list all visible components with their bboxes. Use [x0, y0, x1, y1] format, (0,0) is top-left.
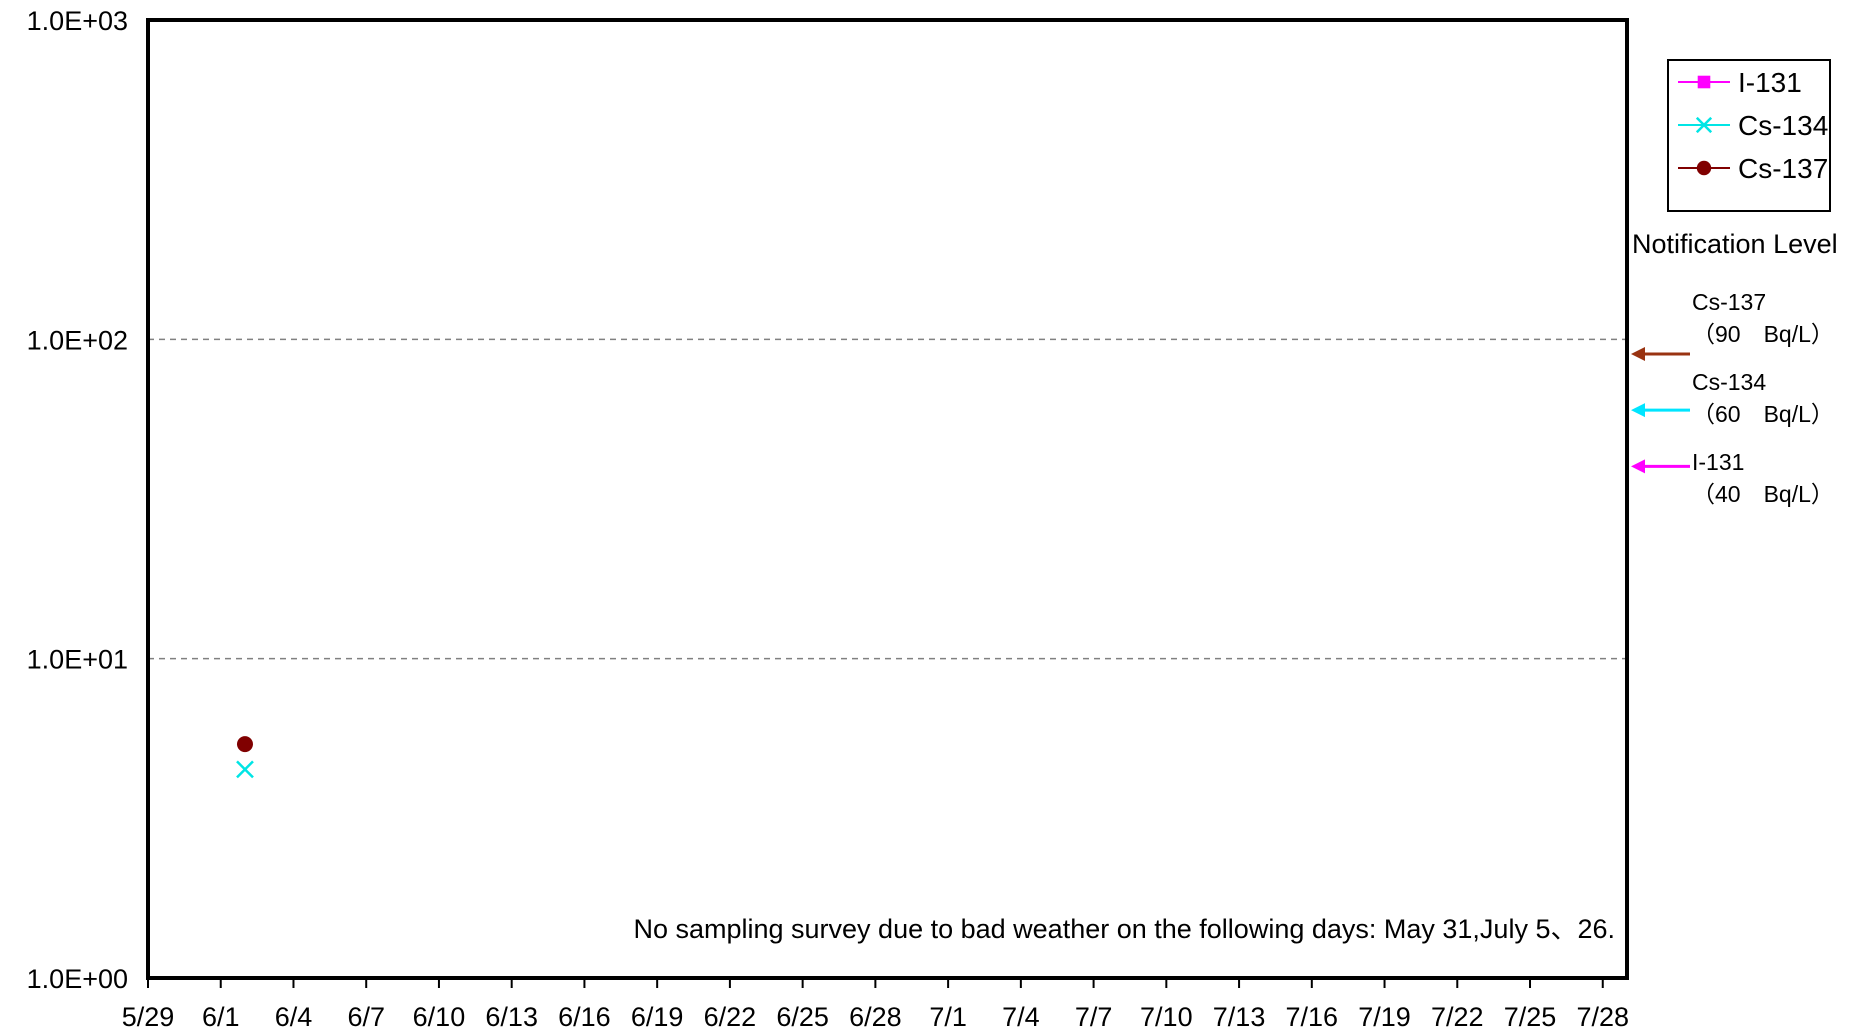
x-tick-label: 6/7: [347, 1002, 385, 1030]
marker-x: [1695, 116, 1713, 134]
notification-arrowhead: [1631, 403, 1645, 418]
legend-label: I-131: [1738, 67, 1802, 98]
y-axis-tick-labels: 1.0E+00 1.0E+01 1.0E+02 1.0E+03: [27, 6, 128, 994]
legend: I-131 Cs-134 Cs-137: [1667, 59, 1831, 212]
x-tick-label: 7/13: [1213, 1002, 1266, 1030]
x-tick-label: 6/16: [558, 1002, 611, 1030]
x-tick-label: 7/28: [1576, 1002, 1629, 1030]
y-tick-label: 1.0E+03: [27, 6, 128, 36]
marker-square: [1697, 75, 1711, 89]
plot-area-frame: [146, 18, 1629, 980]
y-tick-label: 1.0E+02: [27, 325, 128, 355]
x-tick-label: 6/28: [849, 1002, 902, 1030]
marker-circle: [1696, 160, 1712, 176]
notification-level-cs-134: Cs-134 （60 Bq/L）: [1631, 369, 1834, 427]
y-tick-label: 1.0E+00: [27, 964, 128, 994]
x-tick-label: 7/25: [1504, 1002, 1557, 1030]
legend-box: [1667, 59, 1831, 212]
x-tick-label: 6/25: [776, 1002, 829, 1030]
legend-label: Cs-137: [1738, 153, 1828, 184]
x-tick-label: 6/10: [413, 1002, 466, 1030]
legend-item-i-131: I-131: [1678, 67, 1802, 98]
grid-lines: [148, 338, 1627, 660]
x-tick-label: 7/7: [1075, 1002, 1113, 1030]
y-tick-label: 1.0E+01: [27, 645, 128, 675]
x-tick-label: 7/1: [929, 1002, 967, 1030]
notification-isotope: I-131: [1692, 449, 1744, 475]
x-axis-tick-labels: 5/29 6/1 6/4 6/7 6/10 6/13 6/16 6/19 6/22 6/25 6/2…: [122, 1002, 1629, 1030]
legend-label: Cs-134: [1738, 110, 1828, 141]
data-point-cs-134: [236, 760, 254, 779]
notification-arrowhead: [1631, 346, 1645, 361]
legend-item-cs-134: Cs-134: [1678, 110, 1828, 141]
x-tick-label: 6/1: [202, 1002, 240, 1030]
notification-level-i-131: I-131 （40 Bq/L）: [1631, 449, 1834, 507]
notification-levels: Notification Level Cs-137 （90 Bq/L） Cs-134…: [1631, 229, 1838, 507]
notification-level-cs-137: Cs-137 （90 Bq/L）: [1631, 289, 1834, 361]
notification-value: （60 Bq/L）: [1692, 401, 1834, 427]
notification-arrowhead: [1631, 459, 1645, 474]
x-tick-label: 7/19: [1358, 1002, 1411, 1030]
notification-value: （40 Bq/L）: [1692, 481, 1834, 507]
x-tick-label: 7/4: [1002, 1002, 1040, 1030]
no-sampling-annotation: No sampling survey due to bad weather on…: [633, 914, 1615, 944]
x-tick-label: 5/29: [122, 1002, 175, 1030]
notification-isotope: Cs-137: [1692, 289, 1766, 315]
legend-item-cs-137: Cs-137: [1678, 153, 1828, 184]
x-tick-label: 7/10: [1140, 1002, 1193, 1030]
data-points: [236, 736, 254, 779]
x-tick-label: 6/22: [704, 1002, 757, 1030]
x-tick-label: 6/4: [275, 1002, 313, 1030]
notification-level-title: Notification Level: [1632, 229, 1838, 259]
notification-isotope: Cs-134: [1692, 369, 1766, 395]
x-tick-label: 7/16: [1286, 1002, 1339, 1030]
x-tick-label: 6/13: [485, 1002, 538, 1030]
data-point-cs-137: [236, 736, 253, 753]
x-tick-label: 6/19: [631, 1002, 684, 1030]
x-tick-label: 7/22: [1431, 1002, 1484, 1030]
notification-value: （90 Bq/L）: [1692, 321, 1834, 347]
